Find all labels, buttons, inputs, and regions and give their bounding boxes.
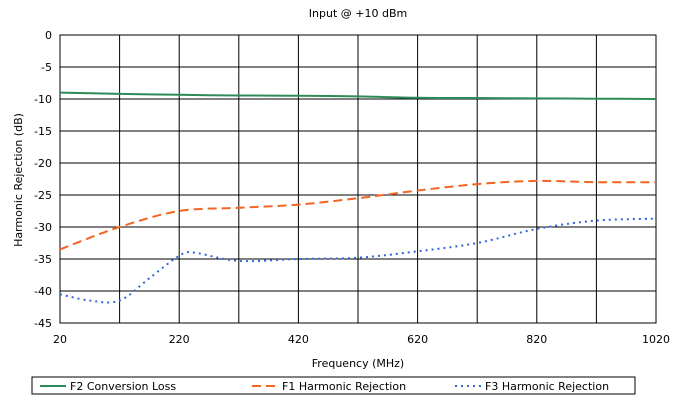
y-tick-label: -5 [41,61,52,74]
legend-label-3: F3 Harmonic Rejection [485,380,609,393]
chart-title: Input @ +10 dBm [309,7,407,20]
series-line-1 [59,91,657,100]
y-tick-label: 0 [45,29,52,42]
x-axis-ticks: 20 220 420 620 820 1020 [53,333,670,346]
y-tick-label: -40 [34,285,52,298]
y-tick-label: -10 [34,93,52,106]
y-axis-ticks: 0 -5 -10 -15 -20 -25 -30 -35 -40 -45 [34,29,52,330]
x-tick-label: 220 [169,333,190,346]
x-axis-label: Frequency (MHz) [312,357,404,370]
grid [59,34,657,324]
legend-box [31,376,636,395]
x-tick-label: 420 [288,333,309,346]
legend: F2 Conversion Loss F1 Harmonic Rejection F… [31,376,636,395]
y-tick-label: -30 [34,221,52,234]
plot-frame [59,34,657,324]
y-tick-label: -45 [34,317,52,330]
legend-label-1: F2 Conversion Loss [70,380,176,393]
x-tick-label: 20 [53,333,67,346]
x-tick-label: 1020 [642,333,670,346]
x-tick-label: 820 [526,333,547,346]
y-tick-label: -20 [34,157,52,170]
y-axis-label: Harmonic Rejection (dB) [12,113,25,247]
y-tick-label: -35 [34,253,52,266]
y-tick-label: -25 [34,189,52,202]
series-lines [59,91,657,304]
series-line-3 [59,217,657,304]
legend-label-2: F1 Harmonic Rejection [282,380,406,393]
y-tick-label: -15 [34,125,52,138]
x-tick-label: 620 [407,333,428,346]
